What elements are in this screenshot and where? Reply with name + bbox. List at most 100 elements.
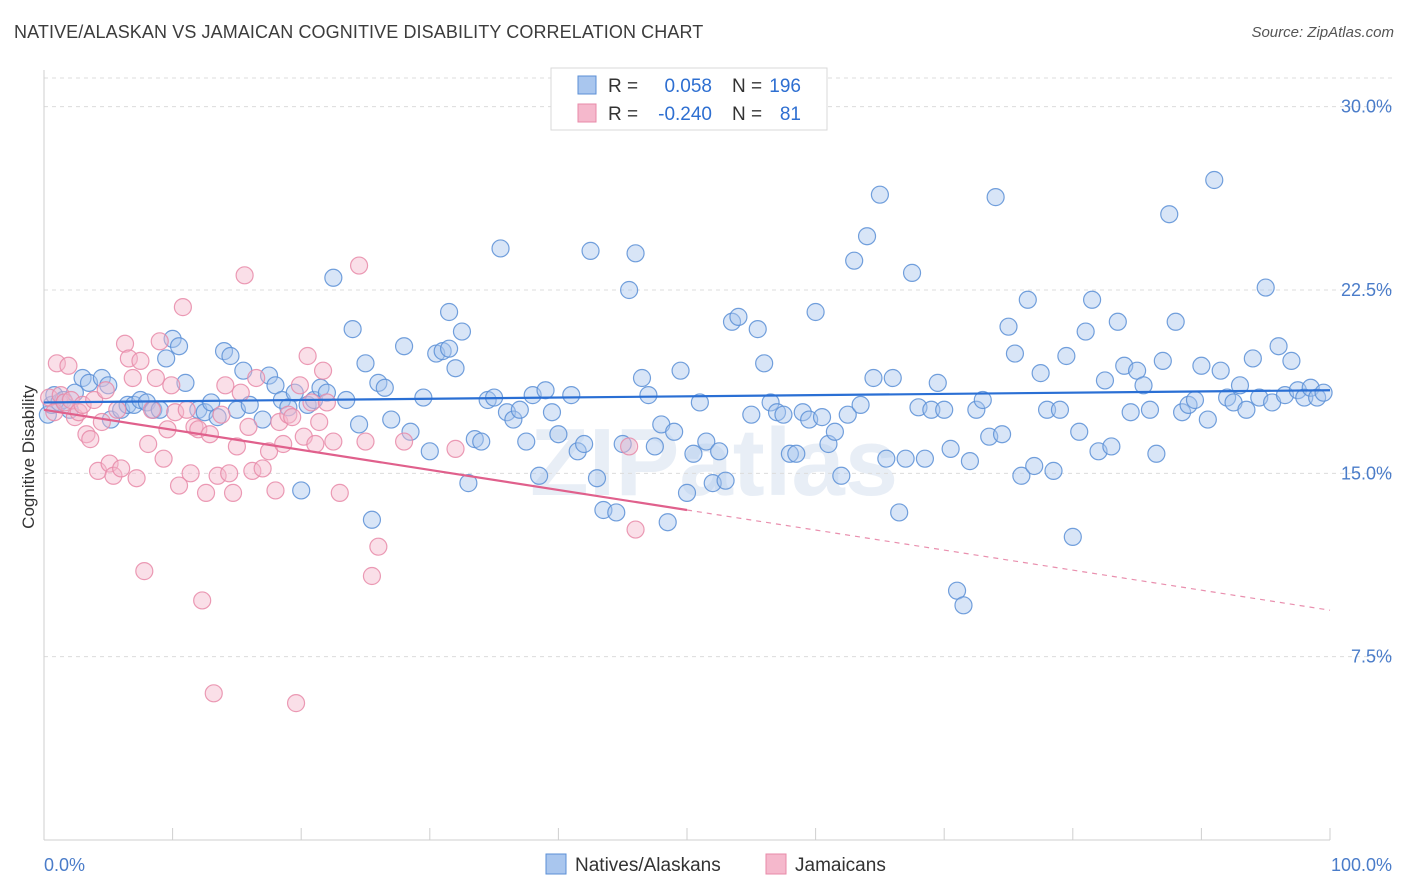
legend-swatch-blue: [577, 75, 597, 95]
data-point: [742, 405, 761, 424]
data-point: [1256, 278, 1275, 297]
data-point: [157, 349, 176, 368]
data-point: [1314, 383, 1333, 402]
data-point: [150, 332, 169, 351]
source-label: Source: ZipAtlas.com: [1251, 24, 1394, 41]
data-point: [1269, 337, 1288, 356]
data-point: [1166, 312, 1185, 331]
data-point: [420, 442, 439, 461]
data-point: [632, 368, 652, 388]
data-point: [142, 400, 162, 419]
data-point: [639, 386, 658, 405]
data-point: [96, 381, 115, 400]
data-point: [73, 395, 92, 414]
data-point: [1082, 290, 1102, 309]
data-point: [890, 503, 909, 522]
data-point: [542, 403, 562, 422]
data-point: [1025, 456, 1044, 476]
data-point: [290, 376, 310, 395]
data-point: [306, 434, 325, 454]
data-point: [935, 400, 954, 419]
data-point: [108, 400, 127, 419]
data-point: [504, 410, 523, 429]
data-point: [1205, 170, 1224, 190]
data-point: [684, 444, 703, 463]
data-point: [967, 400, 986, 419]
data-point: [575, 434, 594, 454]
data-point: [446, 359, 465, 378]
data-point: [375, 378, 394, 397]
data-point: [231, 383, 250, 402]
data-point: [135, 562, 154, 581]
data-point: [92, 412, 111, 432]
data-point: [845, 251, 864, 270]
bottom-legend-label-natives: Natives/Alaskans: [575, 855, 721, 876]
data-point: [1121, 403, 1140, 422]
bottom-legend-label-jamaicans: Jamaicans: [795, 855, 886, 876]
data-point: [1230, 376, 1250, 395]
legend-n-value-2: 81: [780, 104, 801, 125]
data-point: [581, 241, 600, 260]
data-point: [227, 437, 246, 456]
data-point: [259, 442, 279, 461]
legend-r-label-1: R =: [608, 76, 638, 97]
data-point: [902, 263, 922, 282]
data-point: [832, 466, 851, 485]
data-point: [1153, 351, 1172, 370]
data-point: [851, 395, 870, 414]
data-point: [536, 381, 555, 400]
data-point: [716, 471, 735, 490]
data-point: [1160, 205, 1179, 224]
data-point: [645, 437, 664, 456]
data-point: [607, 503, 626, 522]
data-point: [274, 434, 293, 454]
data-point: [310, 412, 329, 432]
data-point: [223, 483, 243, 502]
data-point: [324, 432, 343, 451]
data-point: [864, 368, 883, 388]
y-tick-label: 30.0%: [1341, 97, 1392, 117]
data-point: [115, 334, 135, 353]
data-point: [780, 444, 799, 463]
y-tick-labels: 7.5% 15.0% 22.5% 30.0%: [1341, 97, 1392, 667]
data-point: [59, 356, 78, 375]
trend-lines: [43, 389, 1331, 611]
trend-line-dashed: [686, 509, 1331, 611]
trend-line-solid: [43, 389, 1331, 404]
legend-r-value-2: -0.240: [658, 104, 712, 125]
data-point: [877, 449, 896, 468]
data-point: [677, 483, 697, 502]
data-point: [162, 376, 181, 395]
data-point: [1243, 349, 1262, 368]
data-point: [729, 307, 748, 326]
data-point: [774, 405, 793, 424]
data-point: [1031, 364, 1050, 383]
data-point: [349, 415, 369, 434]
data-point: [1050, 400, 1070, 419]
data-point: [986, 188, 1005, 207]
data-point: [626, 520, 645, 539]
data-point: [1095, 371, 1115, 390]
data-point: [710, 442, 729, 461]
data-point: [1108, 312, 1127, 331]
data-point: [1211, 361, 1230, 380]
data-point: [204, 684, 223, 703]
data-point: [665, 422, 684, 441]
data-point: [317, 383, 337, 402]
data-point: [941, 439, 960, 458]
series-natives-alaskans: [38, 170, 1333, 615]
data-point: [112, 459, 131, 478]
y-tick-label: 15.0%: [1341, 463, 1392, 483]
data-point: [1057, 346, 1076, 366]
data-point: [1012, 466, 1031, 485]
legend-n-label-1: N =: [732, 76, 762, 97]
data-point: [517, 432, 536, 451]
data-point: [1140, 400, 1160, 419]
data-point: [181, 464, 200, 483]
data-point: [208, 466, 227, 485]
data-point: [196, 483, 216, 502]
data-point: [169, 476, 189, 495]
data-point: [283, 408, 302, 427]
data-point: [173, 298, 192, 317]
